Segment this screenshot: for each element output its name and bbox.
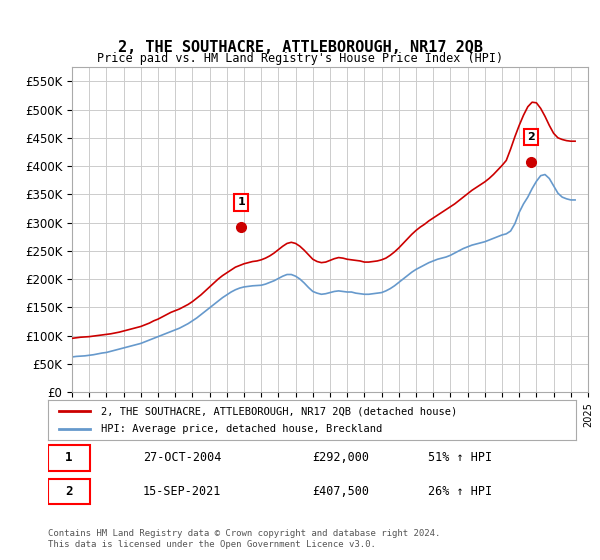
- Text: 2, THE SOUTHACRE, ATTLEBOROUGH, NR17 2QB (detached house): 2, THE SOUTHACRE, ATTLEBOROUGH, NR17 2QB…: [101, 407, 457, 417]
- Text: Price paid vs. HM Land Registry's House Price Index (HPI): Price paid vs. HM Land Registry's House …: [97, 52, 503, 66]
- Text: 2: 2: [65, 485, 73, 498]
- Text: 2: 2: [527, 132, 535, 142]
- Text: £292,000: £292,000: [312, 451, 369, 464]
- Text: HPI: Average price, detached house, Breckland: HPI: Average price, detached house, Brec…: [101, 423, 382, 433]
- Text: 27-OCT-2004: 27-OCT-2004: [143, 451, 221, 464]
- Text: 15-SEP-2021: 15-SEP-2021: [143, 485, 221, 498]
- FancyBboxPatch shape: [48, 445, 90, 470]
- Text: £407,500: £407,500: [312, 485, 369, 498]
- FancyBboxPatch shape: [48, 479, 90, 504]
- Text: Contains HM Land Registry data © Crown copyright and database right 2024.
This d: Contains HM Land Registry data © Crown c…: [48, 529, 440, 549]
- Text: 2, THE SOUTHACRE, ATTLEBOROUGH, NR17 2QB: 2, THE SOUTHACRE, ATTLEBOROUGH, NR17 2QB: [118, 40, 482, 55]
- Text: 1: 1: [237, 197, 245, 207]
- Text: 1: 1: [65, 451, 73, 464]
- Text: 51% ↑ HPI: 51% ↑ HPI: [428, 451, 492, 464]
- Text: 26% ↑ HPI: 26% ↑ HPI: [428, 485, 492, 498]
